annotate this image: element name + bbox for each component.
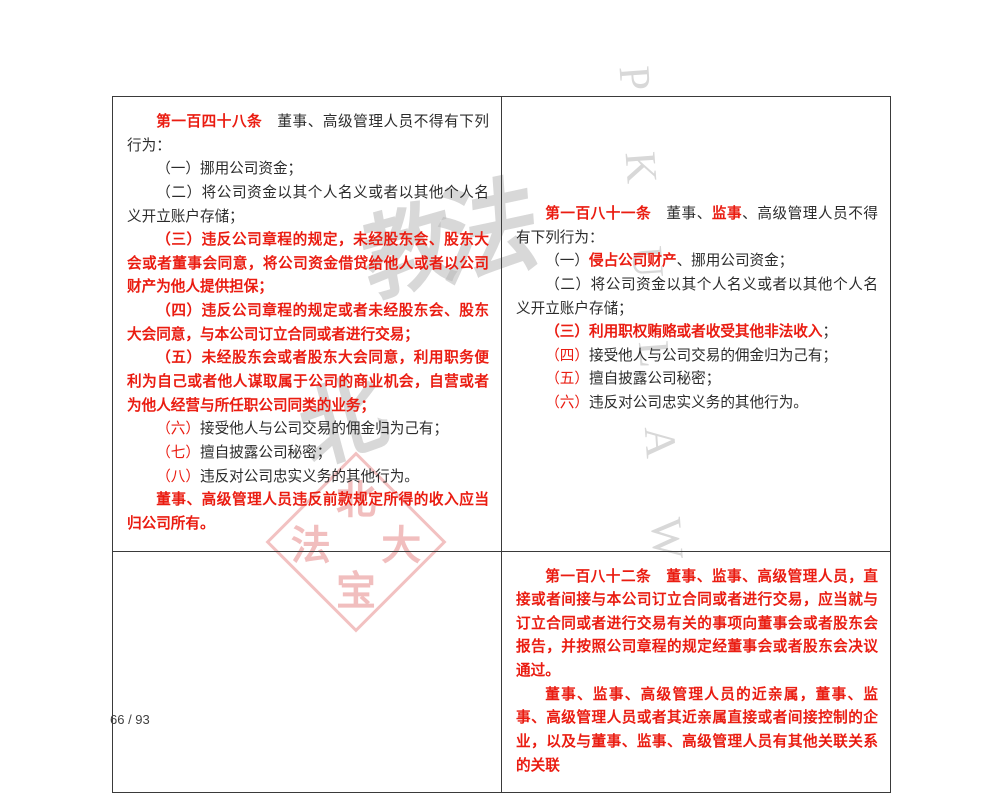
list-marker: （四） [156,303,202,320]
article-182-paragraph-2-text: 董事、监事、高级管理人员的近亲属，董事、监事、高级管理人员或者其近亲属直接或者间… [516,686,878,774]
list-text: 将公司资金以其个人名义或者以其他个人名义开立账户存储； [516,276,878,317]
list-text: 违反公司章程的规定或者未经股东会、股东大会同意，与本公司订立合同或者进行交易； [127,303,489,343]
empty-cell-content [113,552,501,580]
list-text: 擅自披露公司秘密； [199,444,332,461]
list-text-run-1: 侵占公司财产 [588,253,677,270]
list-text-run-2: ； [822,324,838,341]
law-comparison-table: 第一百四十八条 董事、高级管理人员不得有下列行为： （一）挪用公司资金； （二）… [112,96,891,793]
article-148-heading-paragraph: 第一百四十八条 董事、高级管理人员不得有下列行为： [127,111,489,158]
article-181-number: 第一百八十一条 [545,206,652,222]
article-181-block: 第一百八十一条 董事、监事、高级管理人员不得有下列行为： （一）侵占公司财产、挪… [516,203,878,416]
new-article-182-content: 第一百八十二条 董事、监事、高级管理人员，直接或者间接与本公司订立合同或者进行交… [502,552,890,793]
list-text: 挪用公司资金； [199,161,303,178]
list-item: （一）侵占公司财产、挪用公司资金； [516,250,878,274]
list-marker: （二） [156,184,202,201]
table-cell-empty-left [112,550,502,793]
list-marker: （七） [156,444,200,461]
list-item: （六）接受他人与公司交易的佣金归为己有； [127,418,489,442]
article-181-heading-run-3: 、高级管理人员不得有下列行为： [516,206,878,246]
list-item: （三）利用职权贿赂或者收受其他非法收入； [516,321,878,345]
table-cell-new-article-182: 第一百八十二条 董事、监事、高级管理人员，直接或者间接与本公司订立合同或者进行交… [501,550,891,793]
article-182-paragraph-1-text: 董事、监事、高级管理人员，直接或者间接与本公司订立合同或者进行交易，应当就与订立… [516,568,878,680]
page-number-footer: 66 / 93 [110,712,150,727]
list-marker: （一） [156,161,200,178]
list-marker: （六） [156,421,200,438]
article-148-closing-paragraph: 董事、高级管理人员违反前款规定所得的收入应当归公司所有。 [127,489,489,536]
list-text: 未经股东会或者股东大会同意，利用职务便利为自己或者他人谋取属于公司的商业机会，自… [127,350,489,414]
article-181-heading-run-1: 董事、 [666,206,712,222]
list-text: 违反对公司忠实义务的其他行为。 [588,395,808,412]
article-181-heading-run-2: 监事 [711,206,743,222]
list-marker: （二） [545,276,591,293]
table-row: 第一百四十八条 董事、高级管理人员不得有下列行为： （一）挪用公司资金； （二）… [112,96,891,552]
list-marker: （五） [545,371,589,388]
list-text: 接受他人与公司交易的佣金归为己有； [199,421,449,438]
article-148-heading-body: 董事、高级管理人员不得有下列行为： [127,114,489,154]
list-marker: （五） [156,350,202,367]
list-marker: （八） [156,468,200,485]
list-marker: （六） [545,395,589,412]
list-item: （五）擅自披露公司秘密； [516,368,878,392]
list-text: 违反对公司忠实义务的其他行为。 [199,468,419,485]
list-item: （五）未经股东会或者股东大会同意，利用职务便利为自己或者他人谋取属于公司的商业机… [127,347,489,418]
list-marker: （四） [545,347,589,364]
table-row: 第一百八十二条 董事、监事、高级管理人员，直接或者间接与本公司订立合同或者进行交… [112,550,891,793]
article-182-paragraph-1: 第一百八十二条 董事、监事、高级管理人员，直接或者间接与本公司订立合同或者进行交… [516,566,878,684]
list-text: 将公司资金以其个人名义或者以其他个人名义开立账户存储； [127,184,489,225]
table-cell-old-article-148: 第一百四十八条 董事、高级管理人员不得有下列行为： （一）挪用公司资金； （二）… [112,96,502,552]
list-item: （二）将公司资金以其个人名义或者以其他个人名义开立账户存储； [516,274,878,321]
list-marker: （三） [545,324,589,341]
list-item: （八）违反对公司忠实义务的其他行为。 [127,466,489,490]
list-text: 擅自披露公司秘密； [588,371,721,388]
list-item: （六）违反对公司忠实义务的其他行为。 [516,392,878,416]
list-text: 接受他人与公司交易的佣金归为己有； [588,347,838,364]
list-text-run-2: 、挪用公司资金； [676,253,794,270]
list-marker: （三） [156,232,202,249]
article-182-paragraph-2: 董事、监事、高级管理人员的近亲属，董事、监事、高级管理人员或者其近亲属直接或者间… [516,684,878,779]
new-article-181-content: 第一百八十一条 董事、监事、高级管理人员不得有下列行为： （一）侵占公司财产、挪… [502,97,890,430]
article-148-number: 第一百四十八条 [156,114,263,130]
list-item: （七）擅自披露公司秘密； [127,442,489,466]
list-item: （四）接受他人与公司交易的佣金归为己有； [516,345,878,369]
list-item: （二）将公司资金以其个人名义或者以其他个人名义开立账户存储； [127,182,489,229]
article-148-closing-text: 董事、高级管理人员违反前款规定所得的收入应当归公司所有。 [127,492,489,532]
list-item: （四）违反公司章程的规定或者未经股东会、股东大会同意，与本公司订立合同或者进行交… [127,300,489,347]
article-181-heading-paragraph: 第一百八十一条 董事、监事、高级管理人员不得有下列行为： [516,203,878,250]
list-item: （三）违反公司章程的规定，未经股东会、股东大会或者董事会同意，将公司资金借贷给他… [127,229,489,300]
list-item: （一）挪用公司资金； [127,158,489,182]
old-article-148-content: 第一百四十八条 董事、高级管理人员不得有下列行为： （一）挪用公司资金； （二）… [113,97,501,551]
list-marker: （一） [545,253,589,270]
list-text: 违反公司章程的规定，未经股东会、股东大会或者董事会同意，将公司资金借贷给他人或者… [127,232,489,296]
article-182-number: 第一百八十二条 [545,568,652,585]
table-cell-new-article-181: 第一百八十一条 董事、监事、高级管理人员不得有下列行为： （一）侵占公司财产、挪… [501,96,891,552]
list-text-run-1: 利用职权贿赂或者收受其他非法收入 [588,324,823,341]
